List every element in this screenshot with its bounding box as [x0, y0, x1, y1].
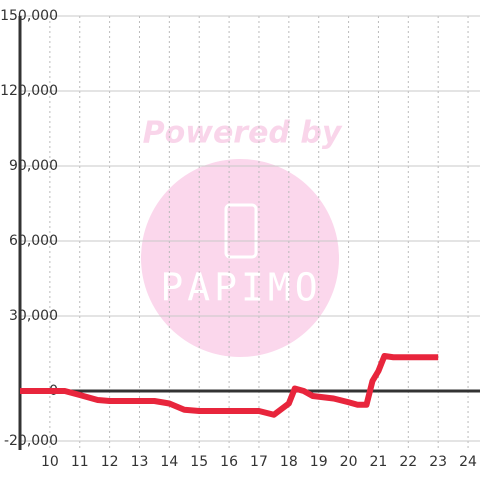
watermark-logo: PAPIMO	[160, 266, 321, 310]
watermark-text: Powered by	[143, 116, 343, 151]
y-tick-label: 60,000	[9, 233, 58, 249]
x-tick-label: 14	[160, 454, 178, 470]
watermark-phone	[224, 203, 258, 259]
x-tick-label: 13	[131, 454, 149, 470]
y-tick-label: 150,000	[0, 8, 58, 24]
y-tick-label: 30,000	[9, 308, 58, 324]
y-tick-label: 120,000	[0, 83, 58, 99]
x-tick-label: 23	[429, 454, 447, 470]
x-tick-label: 22	[399, 454, 417, 470]
x-tick-label: 10	[41, 454, 59, 470]
x-tick-label: 11	[71, 454, 89, 470]
x-tick-label: 21	[370, 454, 388, 470]
x-tick-label: 12	[101, 454, 119, 470]
x-tick-label: 18	[280, 454, 298, 470]
line-series	[20, 353, 439, 418]
y-tick-label: -20,000	[4, 433, 58, 449]
x-tick-label: 17	[250, 454, 268, 470]
x-tick-label: 19	[310, 454, 328, 470]
x-tick-label: 15	[190, 454, 208, 470]
y-tick-label: 90,000	[9, 158, 58, 174]
x-tick-label: 24	[459, 454, 477, 470]
x-tick-label: 16	[220, 454, 238, 470]
x-tick-label: 20	[340, 454, 358, 470]
